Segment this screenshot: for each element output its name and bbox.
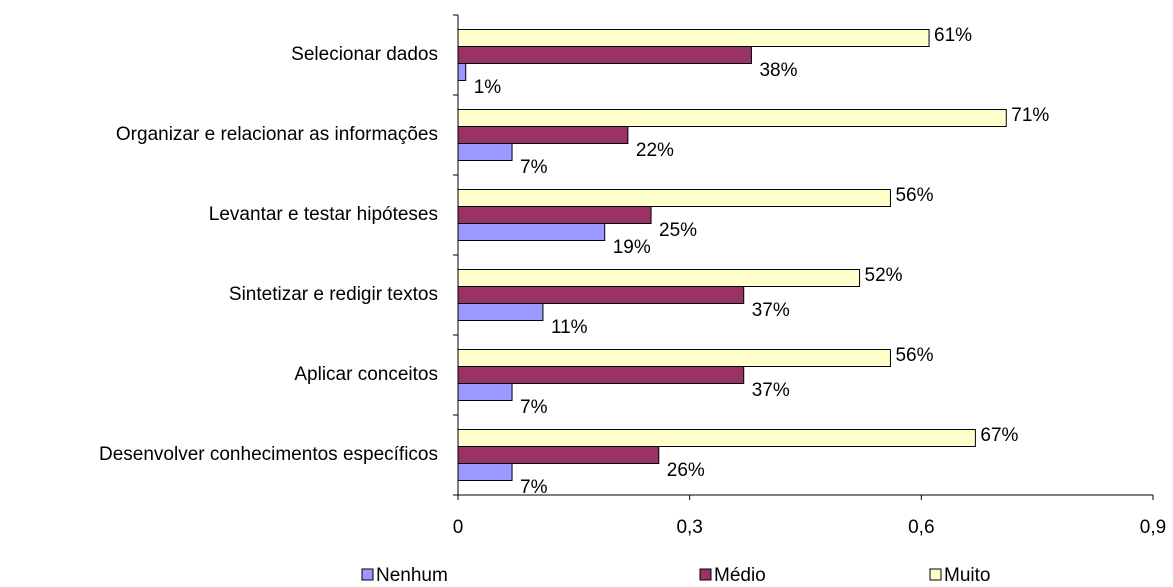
value-label: 26% bbox=[667, 460, 705, 481]
value-label: 71% bbox=[1011, 105, 1049, 126]
value-label: 38% bbox=[759, 60, 797, 81]
bar bbox=[457, 109, 1007, 127]
category-label: Organizar e relacionar as informações bbox=[116, 124, 438, 145]
bar bbox=[457, 366, 745, 384]
value-label: 25% bbox=[659, 220, 697, 241]
bar bbox=[457, 126, 629, 144]
bar bbox=[457, 206, 652, 224]
x-tick-label: 0,9 bbox=[1140, 517, 1166, 538]
legend-swatch bbox=[361, 568, 374, 581]
bar bbox=[457, 286, 745, 304]
bar bbox=[457, 223, 606, 241]
bar bbox=[457, 143, 513, 161]
value-label: 7% bbox=[520, 397, 548, 418]
legend-swatch bbox=[929, 568, 942, 581]
value-label: 11% bbox=[551, 317, 588, 338]
bar bbox=[457, 29, 930, 47]
value-label: 37% bbox=[752, 300, 790, 321]
category-label: Sintetizar e redigir textos bbox=[229, 284, 438, 305]
x-tick-label: 0,3 bbox=[676, 517, 702, 538]
value-label: 1% bbox=[474, 77, 502, 98]
x-tick-label: 0 bbox=[453, 517, 464, 538]
bar bbox=[457, 189, 891, 207]
category-label: Aplicar conceitos bbox=[294, 364, 438, 385]
bar bbox=[457, 383, 513, 401]
bar bbox=[457, 63, 467, 81]
bar bbox=[457, 46, 752, 64]
category-label: Desenvolver conhecimentos específicos bbox=[99, 444, 438, 465]
legend-label: Muito bbox=[944, 565, 990, 586]
value-label: 56% bbox=[895, 185, 933, 206]
value-label: 22% bbox=[636, 140, 674, 161]
bar bbox=[457, 303, 544, 321]
category-label: Selecionar dados bbox=[291, 44, 438, 65]
legend-swatch bbox=[699, 568, 712, 581]
value-label: 67% bbox=[980, 425, 1018, 446]
legend-label: Nenhum bbox=[376, 565, 448, 586]
legend-label: Médio bbox=[714, 565, 766, 586]
bar bbox=[457, 269, 861, 287]
x-tick-label: 0,6 bbox=[908, 517, 934, 538]
value-label: 7% bbox=[520, 477, 548, 498]
value-label: 61% bbox=[934, 25, 972, 46]
bar bbox=[457, 446, 660, 464]
value-label: 56% bbox=[895, 345, 933, 366]
bar bbox=[457, 463, 513, 481]
bar bbox=[457, 349, 891, 367]
bar bbox=[457, 429, 976, 447]
value-label: 7% bbox=[520, 157, 548, 178]
value-label: 19% bbox=[613, 237, 651, 258]
value-label: 52% bbox=[865, 265, 903, 286]
category-label: Levantar e testar hipóteses bbox=[209, 204, 438, 225]
value-label: 37% bbox=[752, 380, 790, 401]
